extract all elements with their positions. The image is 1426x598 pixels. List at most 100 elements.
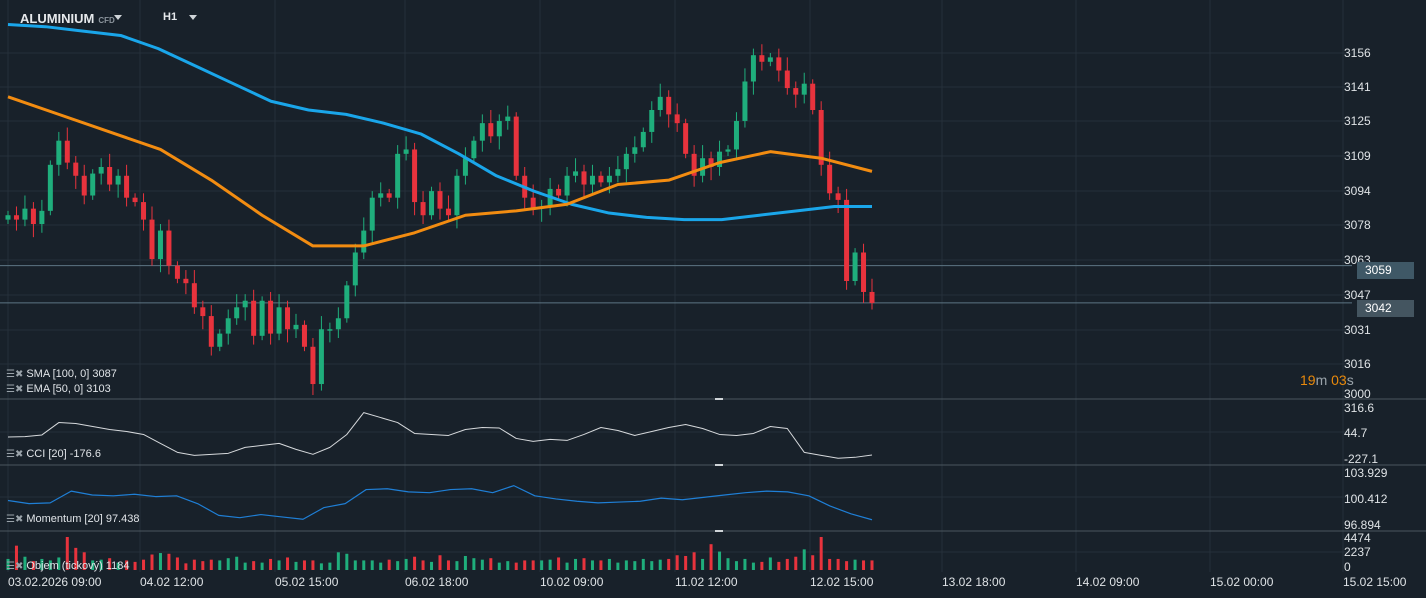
candle-body: [733, 120, 739, 150]
momentum-legend[interactable]: ☰✖ Momentum [20] 97.438: [6, 513, 139, 525]
volume-bar: [760, 561, 764, 570]
candle-body: [115, 175, 121, 185]
pane-resize-handle: [715, 464, 723, 466]
candle-body: [471, 140, 477, 159]
candle-body: [852, 252, 858, 281]
symbol-dropdown-icon[interactable]: [114, 15, 122, 20]
volume-legend[interactable]: ☰✖ Objem (tickový) 1184: [6, 560, 129, 572]
candle-body: [73, 162, 79, 176]
price-axis-label: 3031: [1344, 323, 1371, 337]
price-axis-label: 3078: [1344, 218, 1371, 232]
volume-bar: [751, 562, 755, 570]
candle-body: [691, 153, 697, 176]
volume-bar: [565, 562, 569, 570]
time-axis-label: 11.02 12:00: [675, 575, 738, 589]
symbol-selector[interactable]: ALUMINIUM CFD: [20, 11, 115, 26]
sma-legend[interactable]: ☰✖ SMA [100, 0] 3087: [6, 368, 117, 380]
volume-bar: [862, 560, 866, 570]
cci-axis-mid: 44.7: [1344, 426, 1368, 440]
volume-bar: [684, 555, 688, 570]
volume-bar: [472, 558, 476, 570]
price-axis-label: 3125: [1344, 114, 1371, 128]
candle-body: [793, 88, 799, 95]
candle-body: [22, 208, 28, 220]
candle-body: [598, 175, 604, 183]
settings-icon[interactable]: ☰✖: [6, 383, 24, 395]
price-axis-label: 3000: [1344, 387, 1371, 401]
volume-bar: [590, 560, 594, 570]
volume-label: Objem (tickový) 1184: [26, 560, 130, 572]
candle-body: [869, 291, 875, 303]
candle-body: [581, 171, 587, 185]
volume-bar: [252, 561, 256, 570]
candle-body: [39, 210, 45, 224]
volume-bar: [175, 557, 179, 570]
settings-icon[interactable]: ☰✖: [6, 513, 24, 525]
price-axis-label: 3016: [1344, 357, 1371, 371]
candle-body: [573, 171, 579, 176]
volume-bar: [269, 558, 273, 570]
timeframe-selector[interactable]: H1: [163, 11, 178, 23]
volume-bar: [158, 553, 162, 570]
candle-body: [285, 307, 291, 330]
candle-body: [784, 70, 790, 89]
volume-bar: [836, 558, 840, 570]
volume-bar: [701, 558, 705, 570]
candle-body: [327, 329, 333, 331]
volume-bar: [167, 553, 171, 570]
sma-label: SMA [100, 0] 3087: [26, 368, 117, 380]
symbol-name: ALUMINIUM: [20, 11, 95, 26]
candle-body: [90, 173, 96, 196]
candle-body: [403, 149, 409, 154]
price-axis-label: 3156: [1344, 46, 1371, 60]
momentum-axis-min: 96.894: [1344, 518, 1381, 532]
volume-bar: [133, 561, 137, 570]
cci-legend[interactable]: ☰✖ CCI [20] -176.6: [6, 448, 101, 460]
sma-line: [7, 23, 872, 222]
timeframe-dropdown-icon[interactable]: [189, 15, 197, 20]
volume-bar: [811, 555, 815, 570]
candle-body: [352, 252, 358, 286]
volume-bar: [819, 537, 823, 570]
volume-bar: [531, 560, 535, 570]
volume-bar: [489, 558, 493, 570]
volume-bar: [446, 560, 450, 570]
volume-bar: [142, 559, 146, 570]
candle-body: [200, 307, 206, 317]
settings-icon[interactable]: ☰✖: [6, 448, 24, 460]
candle-body: [166, 230, 172, 266]
candle-body: [149, 219, 155, 260]
volume-bar: [853, 559, 857, 570]
candle-body: [505, 116, 511, 121]
volume-bar: [777, 561, 781, 570]
candle-body: [818, 110, 824, 165]
candle-body: [81, 175, 87, 196]
volume-bar: [557, 557, 561, 570]
candle-body: [429, 191, 435, 216]
cci-axis-max: 316.6: [1344, 401, 1375, 415]
volume-bar: [616, 562, 620, 570]
volume-bar: [48, 560, 52, 570]
candle-body: [47, 164, 53, 211]
candle-body: [56, 140, 62, 165]
volume-bar: [40, 558, 44, 570]
volume-bar: [328, 562, 332, 570]
candle-body: [420, 202, 426, 216]
volume-bar: [582, 558, 586, 570]
volume-bar: [286, 557, 290, 570]
candle-body: [708, 158, 714, 167]
settings-icon[interactable]: ☰✖: [6, 560, 24, 572]
candle-body: [30, 208, 36, 224]
ema-legend[interactable]: ☰✖ EMA [50, 0] 3103: [6, 383, 111, 395]
candle-timer: 19m 03s: [1300, 372, 1354, 388]
candle-body: [844, 199, 850, 281]
volume-bar: [540, 560, 544, 570]
candle-body: [801, 83, 807, 95]
volume-bar: [870, 560, 874, 570]
candle-body: [632, 147, 638, 154]
volume-bar: [413, 556, 417, 570]
volume-bar: [31, 561, 35, 570]
settings-icon[interactable]: ☰✖: [6, 368, 24, 380]
candle-body: [513, 116, 519, 176]
